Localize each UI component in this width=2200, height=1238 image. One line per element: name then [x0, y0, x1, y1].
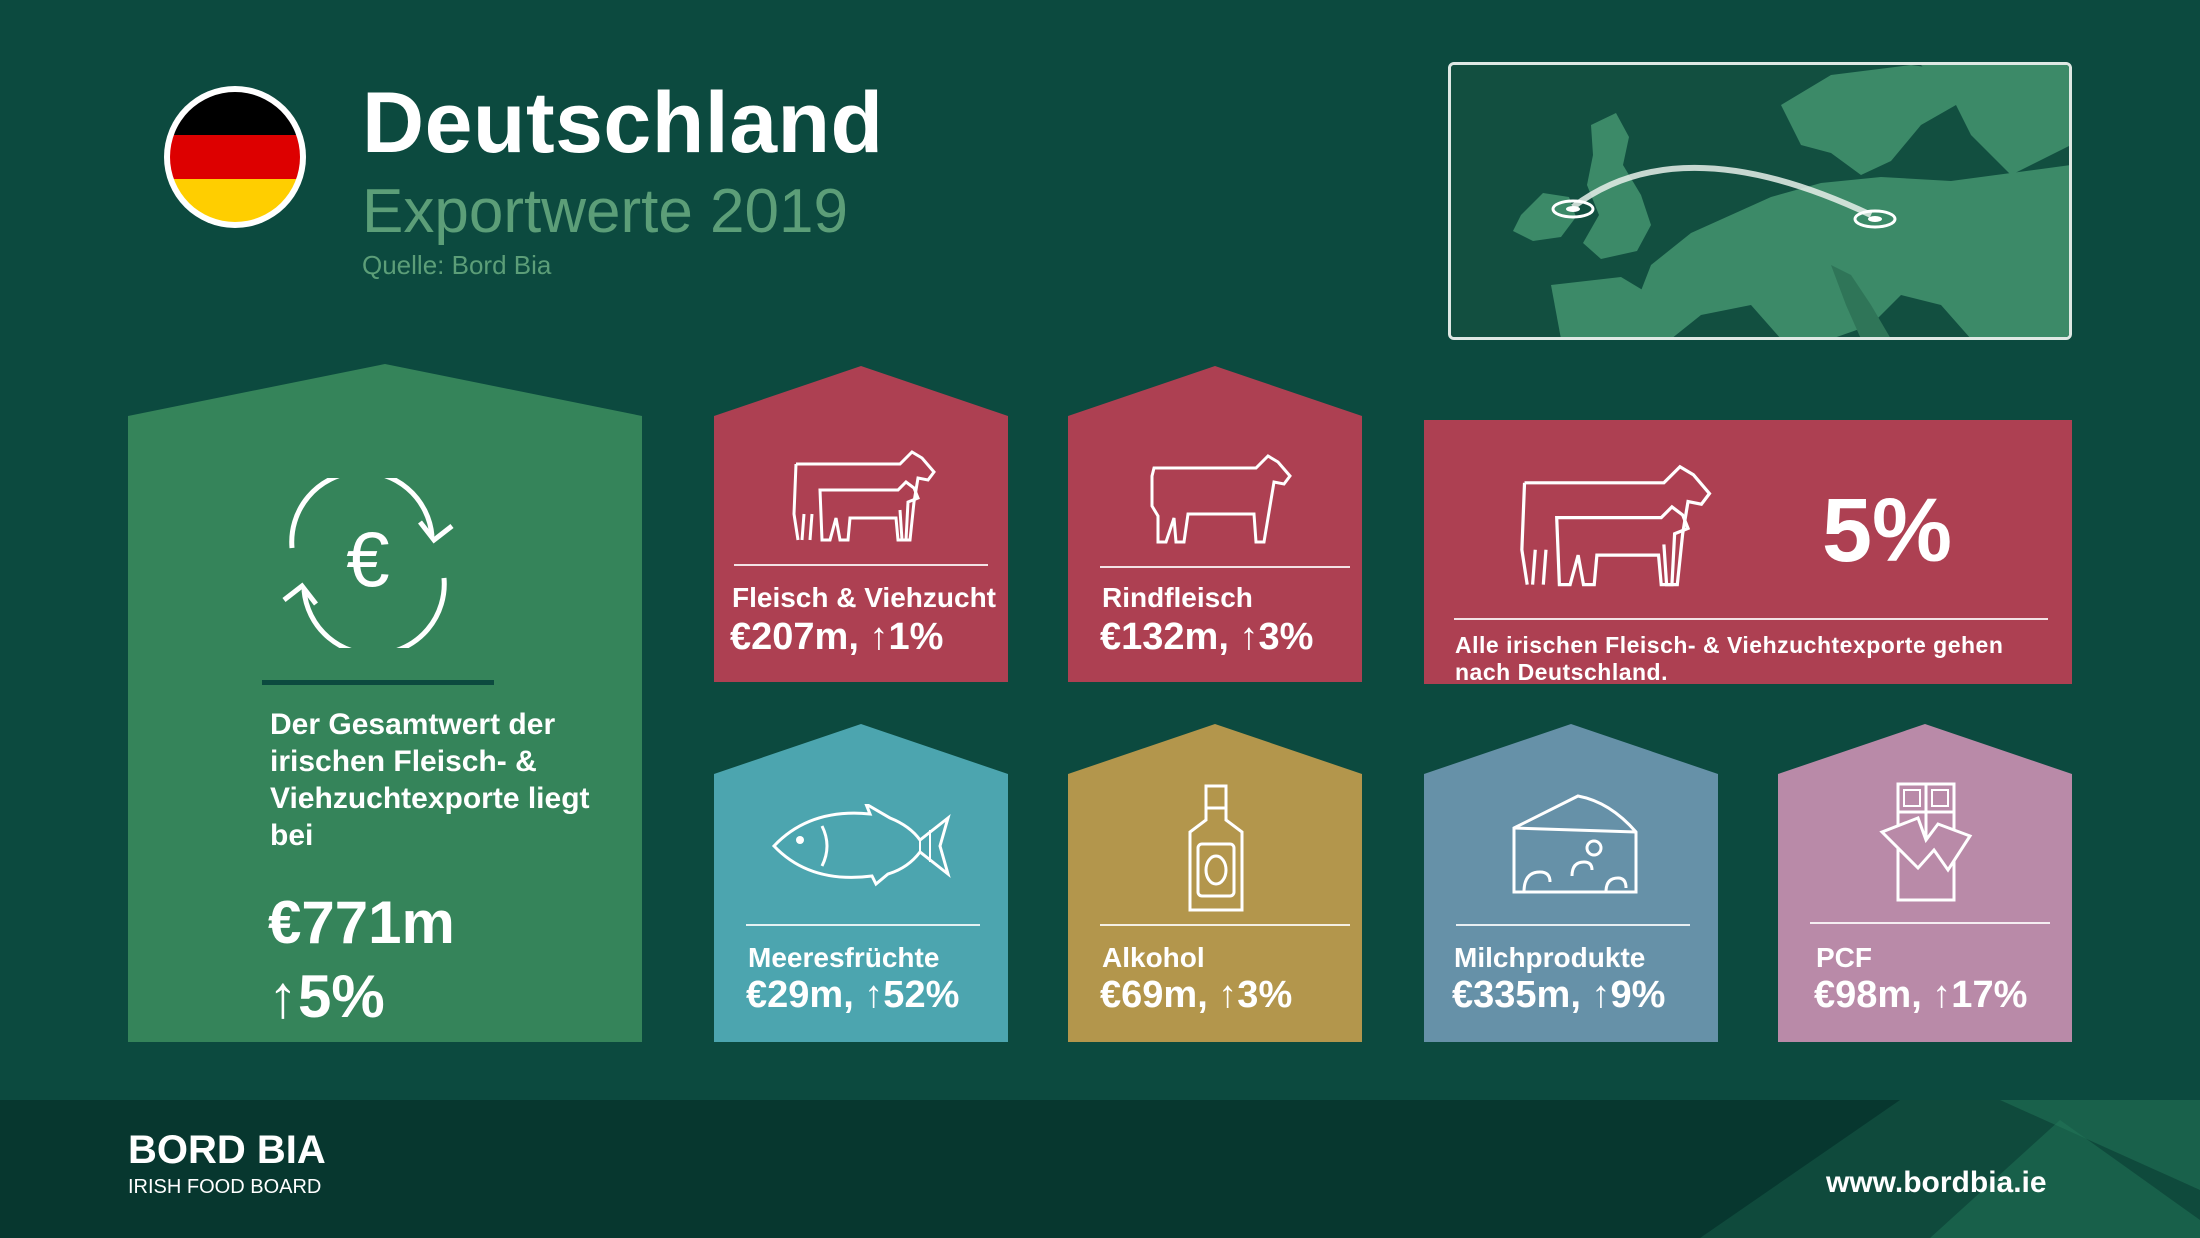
- tile-alcohol: Alkohol €69m, ↑3%: [1068, 724, 1362, 1042]
- bord-bia-logo[interactable]: BORD BIA: [128, 1128, 326, 1172]
- tile-label: Alkohol: [1102, 942, 1205, 973]
- tile-pcf: PCF €98m, ↑17%: [1778, 724, 2072, 1042]
- share-value: 5%: [1822, 481, 1953, 581]
- source-note: Quelle: Bord Bia: [362, 250, 552, 280]
- europe-map: [1448, 62, 2072, 340]
- map-icon: [1451, 65, 2069, 337]
- tile-beef: Rindfleisch €132m, ↑3%: [1068, 366, 1362, 682]
- tile-dairy: Milchprodukte €335m, ↑9%: [1424, 724, 1718, 1042]
- tile-label: Rindfleisch: [1102, 582, 1253, 613]
- page-subtitle: Exportwerte 2019: [362, 177, 848, 246]
- cattle-icon: [1520, 464, 1712, 587]
- tile-value: €335m, ↑9%: [1452, 974, 1666, 1016]
- tile-share-germany: [1424, 420, 2072, 684]
- tile-label: PCF: [1816, 942, 1872, 973]
- tile-meat-livestock: Fleisch & Viehzucht €207m, ↑1%: [714, 366, 1008, 682]
- chocolate-icon: [1879, 782, 1973, 902]
- tile-value: €132m, ↑3%: [1100, 616, 1314, 658]
- tile-label: Meeresfrüchte: [748, 942, 940, 973]
- tile-value: €98m, ↑17%: [1814, 974, 2028, 1016]
- tile-value: €207m, ↑1%: [730, 616, 944, 658]
- total-description: Der Gesamtwert der irischen Fleisch- & V…: [270, 708, 590, 852]
- svg-text:€: €: [346, 515, 389, 603]
- bottle-icon: [1188, 784, 1244, 912]
- cheese-icon: [1512, 794, 1638, 894]
- footer: [0, 1100, 2200, 1238]
- tile-label: Fleisch & Viehzucht: [732, 582, 996, 613]
- tile-value: €29m, ↑52%: [746, 974, 960, 1016]
- cattle-icon: [792, 450, 936, 542]
- footer-decoration: [1700, 1100, 2200, 1238]
- total-value: €771m: [268, 889, 455, 956]
- divider: [262, 680, 494, 685]
- website-link[interactable]: www.bordbia.ie: [1826, 1166, 2047, 1199]
- page-title: Deutschland: [362, 75, 884, 171]
- tile-seafood: Meeresfrüchte €29m, ↑52%: [714, 724, 1008, 1042]
- total-export-tile: [128, 364, 642, 1042]
- logo-subtitle: IRISH FOOD BOARD: [128, 1176, 322, 1198]
- tile-label: Milchprodukte: [1454, 942, 1646, 973]
- cow-icon: [1150, 454, 1292, 544]
- share-description: Alle irischen Fleisch- & Viehzuchtexport…: [1455, 632, 2004, 685]
- germany-flag: [164, 86, 306, 228]
- euro-cycle-icon: €: [282, 478, 454, 648]
- tile-value: €69m, ↑3%: [1100, 974, 1293, 1016]
- total-change: ↑5%: [268, 963, 385, 1030]
- fish-icon: [771, 804, 951, 887]
